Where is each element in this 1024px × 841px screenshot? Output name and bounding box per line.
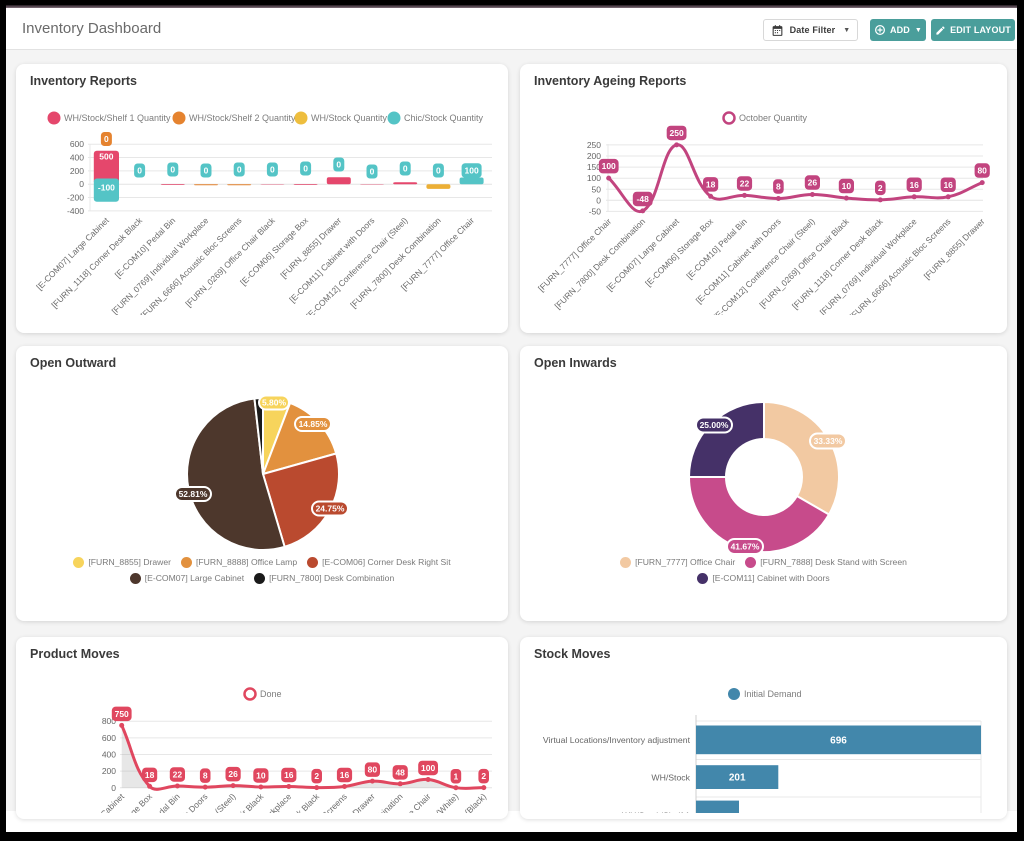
svg-text:18: 18 — [145, 770, 155, 780]
svg-text:October Quantity: October Quantity — [739, 113, 808, 123]
svg-text:400: 400 — [70, 153, 84, 163]
svg-text:0: 0 — [104, 134, 109, 144]
svg-text:25.00%: 25.00% — [700, 420, 729, 430]
svg-text:200: 200 — [102, 766, 116, 776]
svg-text:-100: -100 — [98, 183, 115, 193]
svg-text:500: 500 — [99, 152, 113, 162]
svg-text:[E-COM10] Pedal Bin: [E-COM10] Pedal Bin — [113, 215, 178, 280]
svg-text:[E-COM07] Large Cabinet: [E-COM07] Large Cabinet — [50, 791, 127, 813]
svg-text:201: 201 — [729, 773, 746, 784]
svg-text:Done: Done — [260, 689, 282, 699]
svg-text:750: 750 — [115, 709, 129, 719]
svg-text:0: 0 — [403, 164, 408, 174]
svg-text:0: 0 — [237, 165, 242, 175]
svg-text:200: 200 — [587, 151, 601, 161]
svg-text:80: 80 — [368, 765, 378, 775]
svg-text:10: 10 — [842, 181, 852, 191]
svg-text:[E-COM10] Pedal Bin: [E-COM10] Pedal Bin — [684, 216, 749, 281]
svg-text:5.80%: 5.80% — [262, 398, 287, 408]
svg-text:22: 22 — [173, 770, 183, 780]
svg-text:1: 1 — [454, 771, 459, 781]
svg-text:10: 10 — [256, 771, 266, 781]
svg-text:48: 48 — [395, 767, 405, 777]
svg-text:0: 0 — [137, 166, 142, 176]
svg-text:41.67%: 41.67% — [731, 542, 760, 552]
svg-text:14.85%: 14.85% — [299, 419, 328, 429]
svg-text:-50: -50 — [589, 206, 602, 216]
svg-text:0: 0 — [303, 164, 308, 174]
svg-text:100: 100 — [587, 173, 601, 183]
svg-text:WH/Stock Quantity: WH/Stock Quantity — [311, 113, 388, 123]
svg-text:16: 16 — [340, 770, 350, 780]
svg-text:100: 100 — [421, 763, 435, 773]
svg-text:0: 0 — [370, 167, 375, 177]
svg-text:0: 0 — [336, 160, 341, 170]
svg-text:0: 0 — [436, 166, 441, 176]
svg-text:150: 150 — [587, 162, 601, 172]
svg-text:600: 600 — [70, 139, 84, 149]
svg-text:[FURN_8855] Drawer: [FURN_8855] Drawer — [278, 215, 343, 280]
svg-text:200: 200 — [70, 166, 84, 176]
svg-text:8: 8 — [776, 182, 781, 192]
svg-text:[E-COM06] Storage Box: [E-COM06] Storage Box — [643, 216, 715, 288]
svg-text:22: 22 — [740, 179, 750, 189]
svg-text:52.81%: 52.81% — [179, 489, 208, 499]
svg-text:18: 18 — [706, 179, 716, 189]
svg-text:16: 16 — [943, 180, 953, 190]
svg-text:[FURN_8855] Drawer: [FURN_8855] Drawer — [922, 216, 987, 281]
svg-text:800: 800 — [102, 716, 116, 726]
svg-text:100: 100 — [602, 161, 616, 171]
svg-text:WH/Stock: WH/Stock — [651, 773, 690, 783]
svg-text:2: 2 — [314, 771, 319, 781]
svg-text:0: 0 — [111, 783, 116, 793]
svg-text:16: 16 — [284, 770, 294, 780]
svg-text:100: 100 — [465, 166, 479, 176]
svg-text:WH/Stock/Shelf 1: WH/Stock/Shelf 1 — [622, 811, 690, 814]
svg-text:33.33%: 33.33% — [814, 436, 843, 446]
svg-text:-48: -48 — [637, 194, 650, 204]
svg-text:0: 0 — [170, 165, 175, 175]
svg-text:50: 50 — [592, 184, 602, 194]
svg-text:80: 80 — [977, 166, 987, 176]
svg-text:0: 0 — [204, 166, 209, 176]
svg-text:-200: -200 — [67, 193, 84, 203]
svg-text:250: 250 — [587, 140, 601, 150]
svg-text:250: 250 — [670, 128, 684, 138]
svg-text:Chic/Stock Quantity: Chic/Stock Quantity — [404, 113, 484, 123]
svg-text:600: 600 — [102, 733, 116, 743]
svg-text:0: 0 — [596, 195, 601, 205]
svg-text:WH/Stock/Shelf 2 Quantity: WH/Stock/Shelf 2 Quantity — [189, 113, 296, 123]
svg-text:Initial Demand: Initial Demand — [744, 689, 802, 699]
svg-text:696: 696 — [830, 735, 847, 746]
svg-text:26: 26 — [228, 769, 238, 779]
svg-text:-400: -400 — [67, 206, 84, 216]
svg-text:400: 400 — [102, 750, 116, 760]
svg-text:2: 2 — [878, 183, 883, 193]
svg-text:26: 26 — [808, 178, 818, 188]
svg-text:16: 16 — [909, 180, 919, 190]
svg-text:8: 8 — [203, 771, 208, 781]
svg-text:WH/Stock/Shelf 1 Quantity: WH/Stock/Shelf 1 Quantity — [64, 113, 171, 123]
svg-text:24.75%: 24.75% — [316, 504, 345, 514]
svg-text:0: 0 — [270, 165, 275, 175]
svg-text:0: 0 — [79, 179, 84, 189]
svg-text:Virtual Locations/Inventory ad: Virtual Locations/Inventory adjustment — [543, 735, 691, 745]
svg-text:2: 2 — [481, 771, 486, 781]
